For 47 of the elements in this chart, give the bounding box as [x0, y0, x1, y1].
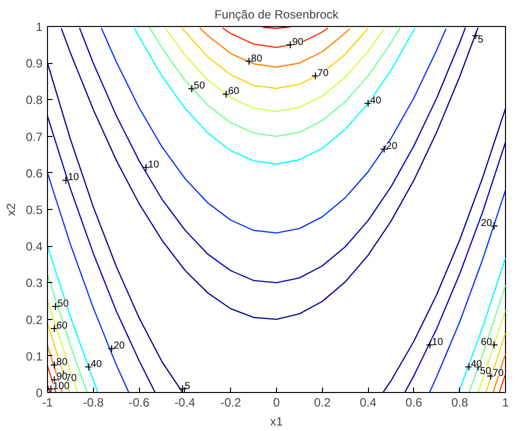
x-tick-label: -0.8 [82, 396, 104, 410]
x-tick-label: 1 [502, 396, 510, 410]
annotation: 80 [56, 357, 68, 368]
x-tick-label: -0.6 [128, 396, 150, 410]
x-tick-label: 0.6 [406, 396, 423, 410]
annotation: 20 [386, 141, 398, 152]
annotation: 50 [58, 298, 70, 310]
x-tick-label: -0.4 [174, 396, 196, 410]
x-tick-label: 0.2 [314, 396, 331, 410]
annotation: 10 [68, 172, 80, 184]
annotation: 5 [184, 380, 191, 392]
annotation: 60 [228, 86, 240, 98]
y-tick-label: 0.4 [26, 240, 43, 254]
x-tick-label: -1 [42, 396, 54, 410]
annotation: 90 [56, 372, 68, 383]
x-axis-title: x1 [270, 414, 284, 428]
x-tick-label: 0.4 [360, 396, 377, 410]
annotation: 50 [480, 366, 492, 377]
x-tick-label: 0 [273, 396, 280, 410]
annotation: 5 [478, 34, 484, 46]
annotation: 20 [114, 340, 126, 352]
annotation: 50 [194, 80, 206, 92]
y-axis-title: x2 [4, 202, 18, 216]
annotation: 100 [52, 380, 70, 392]
annotation: 60 [480, 336, 492, 348]
y-tick-label: 0.8 [26, 93, 43, 108]
annotation: 60 [56, 320, 68, 332]
y-tick-label: 0 [36, 386, 43, 400]
y-tick-label: 0.6 [26, 166, 43, 180]
y-tick-label: 0.9 [26, 56, 43, 71]
annotation: 10 [432, 336, 444, 348]
annotation: 90 [292, 36, 304, 48]
y-tick-label: 0.7 [26, 130, 43, 144]
y-tick-label: 0.2 [26, 312, 43, 327]
annotation: 20 [480, 218, 492, 229]
annotation: 80 [251, 53, 263, 64]
y-tick-label: 0.3 [26, 276, 43, 290]
y-tick-label: 1 [36, 20, 43, 34]
y-tick-label: 0.5 [26, 203, 43, 217]
chart-title: Função de Rosenbrock [214, 8, 340, 22]
y-tick-label: 0.1 [26, 349, 43, 364]
x-tick-label: -0.2 [220, 396, 242, 410]
annotation: 10 [148, 159, 160, 170]
annotation: 40 [370, 95, 382, 106]
x-tick-label: 0.8 [451, 396, 468, 410]
annotation: 40 [90, 358, 102, 370]
annotation: 70 [492, 368, 504, 380]
